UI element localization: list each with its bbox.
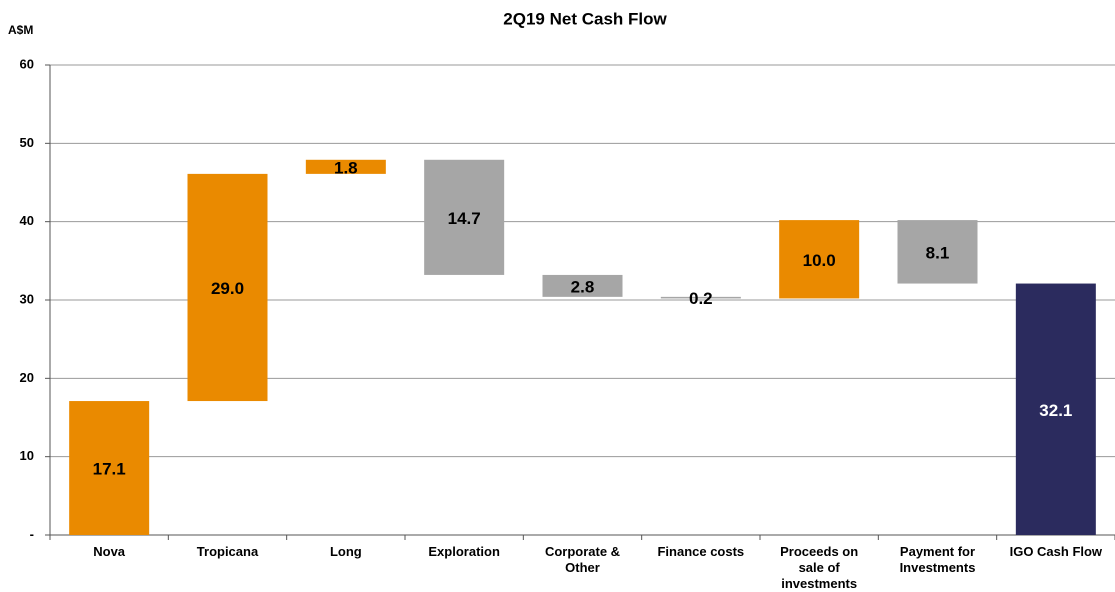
x-tick-label: Payment for Investments [899, 544, 976, 575]
chart-title: 2Q19 Net Cash Flow [503, 9, 667, 28]
y-tick-label: 40 [20, 213, 34, 228]
x-tick-label: Proceeds on sale of investments [780, 544, 859, 591]
data-label: 32.1 [1039, 401, 1072, 420]
x-tick-label: Exploration [428, 544, 500, 559]
x-tick-label: Nova [93, 544, 126, 559]
bar [187, 173, 268, 402]
y-tick-label: 60 [20, 56, 34, 71]
x-tick-label: Finance costs [657, 544, 745, 559]
bar [305, 159, 386, 174]
bar [660, 296, 741, 299]
data-label: 8.1 [926, 243, 950, 262]
data-label: 29.0 [211, 279, 244, 298]
bar [542, 274, 623, 297]
data-label: 10.0 [803, 251, 836, 270]
data-label: 14.7 [448, 209, 481, 228]
data-label: 2.8 [571, 277, 595, 296]
data-label: 17.1 [93, 460, 126, 479]
bar [779, 220, 860, 299]
y-tick-label: 20 [20, 370, 34, 385]
data-label: 0.2 [689, 289, 713, 308]
y-tick-label: 30 [20, 291, 34, 306]
x-tick-label: Long [329, 544, 362, 559]
y-tick-label: 10 [20, 448, 34, 463]
y-tick-label: 50 [20, 135, 34, 150]
bar [1015, 283, 1096, 535]
y-axis-label: A$M [8, 23, 33, 37]
x-tick-label: IGO Cash Flow [1009, 544, 1103, 559]
x-tick-label: Tropicana [196, 544, 259, 559]
bar [897, 220, 978, 284]
bar [424, 159, 505, 275]
bar [69, 401, 150, 535]
y-tick-label: - [30, 526, 34, 541]
data-label: 1.8 [334, 158, 358, 177]
x-tick-label: Corporate & Other [544, 544, 621, 575]
